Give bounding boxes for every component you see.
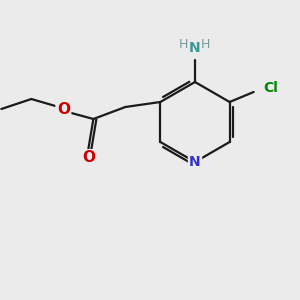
Text: O: O	[82, 151, 95, 166]
Text: H: H	[178, 38, 188, 50]
Text: N: N	[189, 41, 201, 55]
Text: N: N	[189, 155, 201, 169]
Text: Cl: Cl	[264, 81, 278, 95]
Text: H: H	[200, 38, 210, 50]
Text: O: O	[57, 101, 70, 116]
